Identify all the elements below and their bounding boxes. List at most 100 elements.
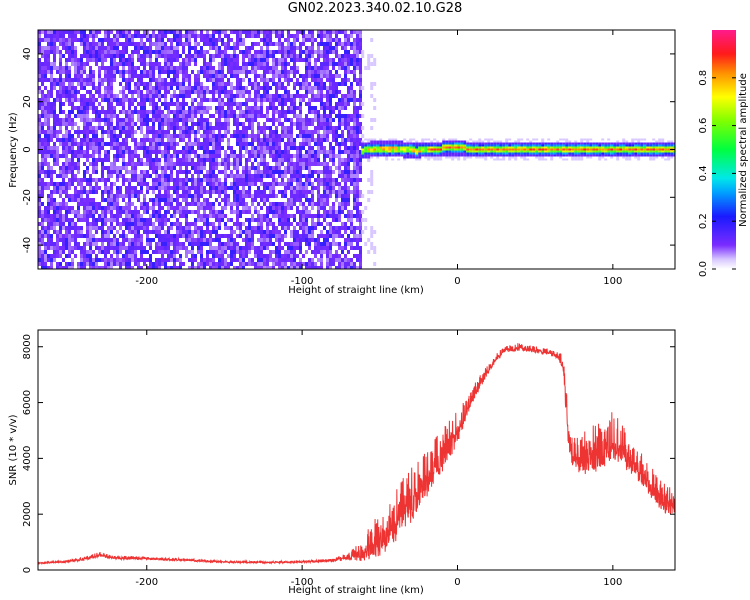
spectrogram-cell: [53, 38, 56, 42]
spectrogram-cell: [161, 238, 164, 242]
spectrogram-cell: [344, 186, 347, 190]
spectrogram-cell: [134, 254, 137, 258]
spectrogram-cell: [41, 142, 44, 146]
spectrogram-cell: [338, 154, 341, 158]
spectrogram-cell: [98, 90, 101, 94]
spectrogram-cell: [83, 242, 86, 246]
spectrogram-cell: [119, 226, 122, 230]
spectrogram-cell: [74, 50, 77, 54]
spectrogram-cell: [197, 42, 200, 46]
spectrogram-cell: [254, 34, 257, 38]
spectrogram-cell: [50, 266, 53, 269]
spectrogram-cell: [233, 250, 236, 254]
spectrogram-cell: [260, 54, 263, 58]
spectrogram-cell: [224, 206, 227, 210]
spectrogram-cell: [203, 146, 206, 150]
spectrogram-cell: [317, 50, 320, 54]
spectrogram-cell: [308, 38, 311, 42]
spectrogram-cell: [320, 66, 323, 70]
spectrogram-cell: [299, 98, 302, 102]
spectrogram-cell: [137, 226, 140, 230]
spectrogram-cell: [65, 154, 68, 158]
spectrogram-cell: [155, 226, 158, 230]
spectrogram-cell: [143, 30, 146, 34]
spectrogram-cell: [302, 86, 305, 90]
spectrogram-cell: [149, 246, 152, 250]
spectrogram-cell: [245, 174, 248, 178]
spectrogram-cell: [326, 106, 329, 110]
spectrogram-cell: [62, 110, 65, 114]
spectrogram-cell: [146, 230, 149, 234]
spectrogram-cell: [290, 130, 293, 134]
spectrogram-cell: [287, 246, 290, 250]
spectrogram-cell: [74, 214, 77, 218]
spectrogram-cell: [290, 266, 293, 269]
spectrogram-cell: [167, 126, 170, 130]
spectrogram-cell: [182, 134, 185, 138]
spectrogram-cell: [125, 266, 128, 269]
spectrogram-cell: [38, 174, 41, 178]
spectrogram-cell: [113, 58, 116, 62]
spectrogram-cell: [347, 174, 350, 178]
spectrogram-cell: [83, 254, 86, 258]
spectrogram-cell: [173, 162, 176, 166]
spectrogram-cell: [197, 206, 200, 210]
spectrogram-cell: [104, 210, 107, 214]
spectrogram-cell: [290, 102, 293, 106]
spectrogram-cell: [185, 254, 188, 258]
spectrogram-cell: [320, 98, 323, 102]
spectrogram-cell: [320, 170, 323, 174]
spectrogram-cell: [218, 122, 221, 126]
spectrogram-cell: [128, 54, 131, 58]
spectrogram-cell: [278, 222, 281, 226]
spectrogram-cell: [200, 30, 203, 34]
spectrogram-cell: [242, 202, 245, 206]
spectrogram-cell: [182, 242, 185, 246]
spectrogram-cell: [71, 138, 74, 142]
spectrogram-cell: [194, 186, 197, 190]
spectrogram-cell: [215, 42, 218, 46]
spectrogram-cell: [296, 242, 299, 246]
spectrogram-cell: [86, 154, 89, 158]
spectrogram-cell: [299, 102, 302, 106]
spectrogram-cell: [269, 154, 272, 158]
spectrogram-cell: [158, 158, 161, 162]
spectrogram-cell: [119, 58, 122, 62]
spectrogram-cell: [38, 138, 41, 142]
spectrogram-cell: [236, 62, 239, 66]
spectrogram-cell: [134, 146, 137, 150]
spectrogram-cell: [341, 122, 344, 126]
spectrogram-cell: [230, 134, 233, 138]
spectrogram-cell: [89, 262, 92, 266]
spectrogram-cell: [149, 42, 152, 46]
spectrogram-cell: [203, 190, 206, 194]
spectrogram-cell: [314, 126, 317, 130]
spectrogram-cell: [140, 70, 143, 74]
spectrogram-cell: [104, 158, 107, 162]
spectrogram-cell: [92, 214, 95, 218]
spectrogram-cell: [338, 214, 341, 218]
spectrogram-cell: [113, 98, 116, 102]
spectrogram-cell: [317, 70, 320, 74]
spectrogram-cell: [95, 178, 98, 182]
spectrogram-cell: [287, 162, 290, 166]
spectrogram-cell: [149, 58, 152, 62]
spectrogram-cell: [158, 162, 161, 166]
spectrogram-cell: [263, 230, 266, 234]
spectrogram-cell: [260, 50, 263, 54]
spectrogram-cell: [56, 122, 59, 126]
spectrogram-cell: [245, 66, 248, 70]
spectrogram-cell: [140, 258, 143, 262]
spectrogram-cell: [128, 42, 131, 46]
spectrogram-cell: [71, 58, 74, 62]
spectrogram-cell: [170, 142, 173, 146]
spectrogram-cell: [230, 46, 233, 50]
spectrogram-cell: [110, 126, 113, 130]
spectrogram-cell: [101, 266, 104, 269]
spectrogram-cell: [338, 42, 341, 46]
spectrogram-cell: [356, 150, 359, 154]
spectrogram-cell: [92, 130, 95, 134]
spectrogram-cell: [227, 58, 230, 62]
spectrogram-cell: [344, 82, 347, 86]
spectrogram-cell: [251, 198, 254, 202]
